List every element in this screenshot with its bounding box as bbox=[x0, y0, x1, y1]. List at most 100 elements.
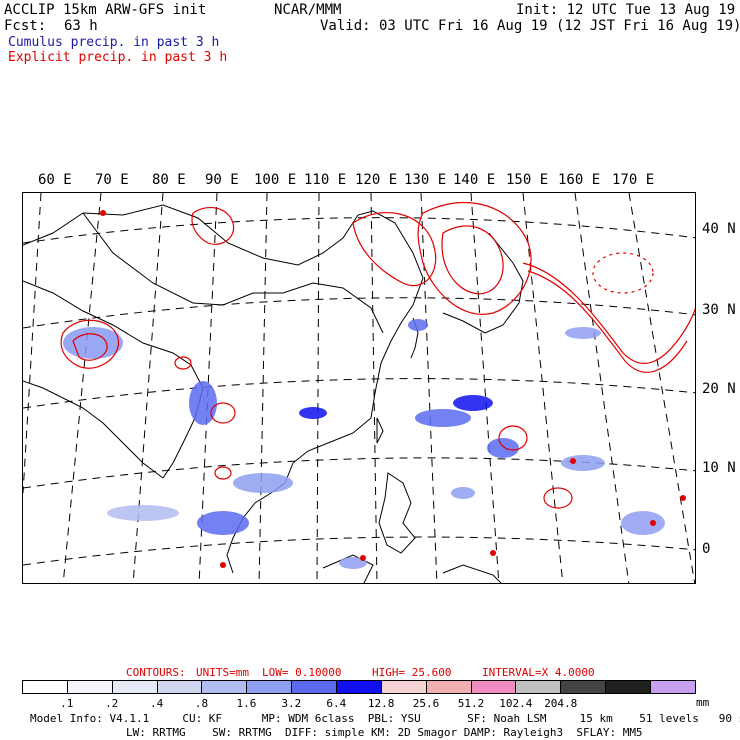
colorbar-swatch bbox=[651, 681, 695, 693]
precip-contour bbox=[210, 402, 236, 424]
colorbar-tick-label: 3.2 bbox=[281, 697, 302, 710]
colorbar-swatch bbox=[112, 681, 158, 693]
lat-line-40n bbox=[23, 217, 695, 244]
colorbar-swatch bbox=[516, 681, 562, 693]
precip-cell bbox=[299, 407, 327, 419]
colorbar-swatch bbox=[157, 681, 203, 693]
precip-cell bbox=[451, 487, 475, 499]
lat-label: 10 N bbox=[702, 460, 736, 476]
legend-cumulus: Cumulus precip. in past 3 h bbox=[8, 35, 220, 50]
lon-line-70e bbox=[62, 193, 102, 583]
colorbar-swatch bbox=[67, 681, 113, 693]
colorbar-tick-label: .1 bbox=[60, 697, 74, 710]
lon-label: 80 E bbox=[152, 172, 186, 188]
coastline-japan bbox=[442, 232, 524, 334]
precip-cell bbox=[561, 455, 605, 471]
lon-line-120e bbox=[370, 193, 378, 583]
model-info-line1: Model Info: V4.1.1 CU: KF MP: WDM 6class… bbox=[30, 712, 740, 725]
lon-label: 170 E bbox=[612, 172, 655, 188]
lon-label: 100 E bbox=[254, 172, 297, 188]
graticule bbox=[23, 193, 695, 583]
lon-line-150e bbox=[522, 193, 564, 583]
precip-contour bbox=[543, 487, 573, 509]
lon-label: 90 E bbox=[205, 172, 239, 188]
lon-line-140e bbox=[470, 193, 500, 583]
precip-contour bbox=[352, 212, 437, 287]
contours-high: HIGH= 25.600 bbox=[372, 666, 452, 679]
lon-line-110e bbox=[316, 193, 320, 583]
contours-interval: INTERVAL=X 4.0000 bbox=[482, 666, 595, 679]
precip-contour bbox=[191, 206, 235, 245]
init-time: Init: 12 UTC Tue 13 Aug 19 bbox=[516, 2, 736, 18]
lon-label: 150 E bbox=[506, 172, 549, 188]
colorbar-swatch bbox=[23, 681, 68, 693]
precip-cell bbox=[453, 395, 493, 411]
colorbar-swatch bbox=[247, 681, 293, 693]
precip-map bbox=[22, 192, 696, 584]
precip-contour bbox=[592, 252, 654, 294]
precip-cell bbox=[63, 327, 123, 359]
precip-dot bbox=[650, 520, 656, 526]
precip-dot bbox=[680, 495, 686, 501]
explicit-precip-cells bbox=[100, 210, 686, 568]
colorbar-tick-label: 12.8 bbox=[367, 697, 395, 710]
colorbar-swatch bbox=[426, 681, 472, 693]
lat-line-equator bbox=[23, 536, 695, 566]
model-info-line2: LW: RRTMG SW: RRTMG DIFF: simple KM: 2D … bbox=[126, 726, 643, 739]
precip-cell bbox=[415, 409, 471, 427]
explicit-precip bbox=[60, 202, 695, 509]
precip-cell bbox=[107, 505, 179, 521]
lat-label: 30 N bbox=[702, 302, 736, 318]
plot-title: ACCLIP 15km ARW-GFS init bbox=[4, 2, 207, 18]
colorbar-unit: mm bbox=[696, 696, 710, 709]
precip-contour bbox=[214, 466, 232, 480]
colorbar-tick-label: .8 bbox=[194, 697, 209, 710]
colorbar-tick-label: 1.6 bbox=[236, 697, 257, 710]
lat-label: 0 bbox=[702, 541, 711, 557]
contours-label: CONTOURS: bbox=[126, 666, 186, 679]
lon-line-170e bbox=[628, 193, 695, 583]
colorbar-swatch bbox=[202, 681, 248, 693]
coastline-china bbox=[23, 204, 424, 464]
precip-cell bbox=[408, 319, 428, 331]
colorbar-tick-label: 25.6 bbox=[412, 697, 440, 710]
colorbar-tick-label: 102.4 bbox=[499, 697, 533, 710]
precip-cell bbox=[487, 438, 519, 458]
lat-line-30n bbox=[23, 297, 695, 329]
precip-cell bbox=[339, 557, 367, 569]
lon-label: 60 E bbox=[38, 172, 72, 188]
precip-band bbox=[522, 262, 695, 364]
precip-cell bbox=[565, 327, 601, 339]
contours-units: UNITS=mm bbox=[196, 666, 249, 679]
lon-label: 160 E bbox=[558, 172, 601, 188]
colorbar-swatch bbox=[337, 681, 382, 693]
forecast-hour: 63 h bbox=[64, 18, 98, 34]
colorbar-tick-label: 51.2 bbox=[457, 697, 485, 710]
coastline-taiwan bbox=[376, 417, 384, 444]
precip-contour bbox=[72, 333, 108, 361]
precip-contour bbox=[60, 319, 120, 369]
contours-low: LOW= 0.10000 bbox=[262, 666, 342, 679]
colorbar-tick-label: 6.4 bbox=[326, 697, 347, 710]
lat-label: 40 N bbox=[702, 221, 736, 237]
forecast-label: Fcst: bbox=[4, 18, 47, 34]
precip-cell bbox=[233, 473, 293, 493]
lon-line-80e bbox=[132, 193, 164, 583]
coastline-india bbox=[23, 380, 164, 479]
precip-dot bbox=[490, 550, 496, 556]
colorbar-swatch bbox=[606, 681, 652, 693]
coastline-south-asia bbox=[23, 280, 204, 479]
border-interior bbox=[82, 212, 384, 334]
lon-label: 130 E bbox=[404, 172, 447, 188]
lon-label: 120 E bbox=[355, 172, 398, 188]
colorbar-tick-label: .4 bbox=[150, 697, 164, 710]
lon-label: 70 E bbox=[95, 172, 129, 188]
precip-contour bbox=[174, 356, 192, 370]
map-canvas bbox=[23, 193, 695, 583]
precip-dot bbox=[220, 562, 226, 568]
colorbar-swatch bbox=[381, 681, 427, 693]
precip-contour bbox=[417, 202, 532, 315]
precip-cell bbox=[189, 381, 217, 425]
precip-contour bbox=[498, 425, 528, 451]
center-label: NCAR/MMM bbox=[274, 2, 342, 18]
